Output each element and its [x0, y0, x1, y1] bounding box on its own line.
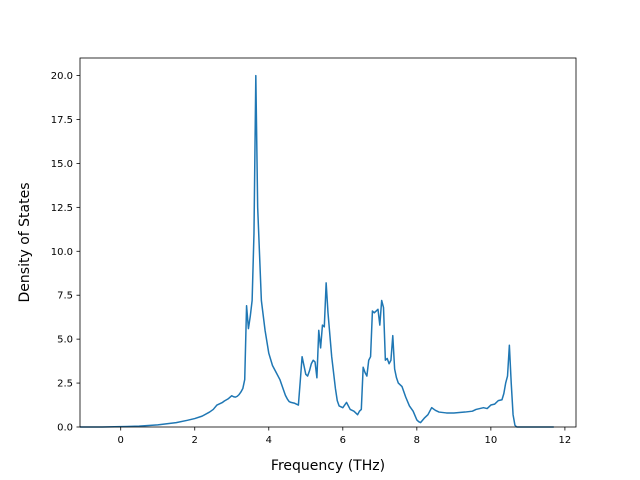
y-tick-label: 7.5 — [57, 291, 73, 302]
x-tick-label: 0 — [118, 435, 124, 446]
axes: 0 2 4 6 8 10 12 0.0 2.5 5.0 7.5 10.0 12.5 15.0 17.5 20.… — [51, 57, 577, 446]
x-tick-label: 10 — [484, 435, 497, 446]
x-tick-label: 2 — [192, 435, 198, 446]
y-tick-label: 0.0 — [57, 423, 73, 434]
y-tick-label: 10.0 — [51, 247, 73, 258]
y-tick-label: 5.0 — [57, 335, 73, 346]
x-tick-label: 6 — [340, 435, 346, 446]
y-tick-label: 20.0 — [51, 71, 73, 82]
y-tick-label: 2.5 — [57, 379, 73, 390]
x-tick-label: 12 — [559, 435, 572, 446]
axes-frame — [79, 57, 577, 428]
x-axis-label: Frequency (THz) — [271, 458, 385, 474]
y-tick-label: 15.0 — [51, 159, 73, 170]
x-tick-label: 8 — [414, 435, 420, 446]
y-tick-label: 17.5 — [51, 115, 73, 126]
y-tick-label: 12.5 — [51, 203, 73, 214]
series-line-0 — [80, 74, 554, 428]
plot-area — [80, 74, 554, 428]
x-tick-label: 4 — [266, 435, 272, 446]
y-axis-label: Density of States — [17, 183, 33, 303]
